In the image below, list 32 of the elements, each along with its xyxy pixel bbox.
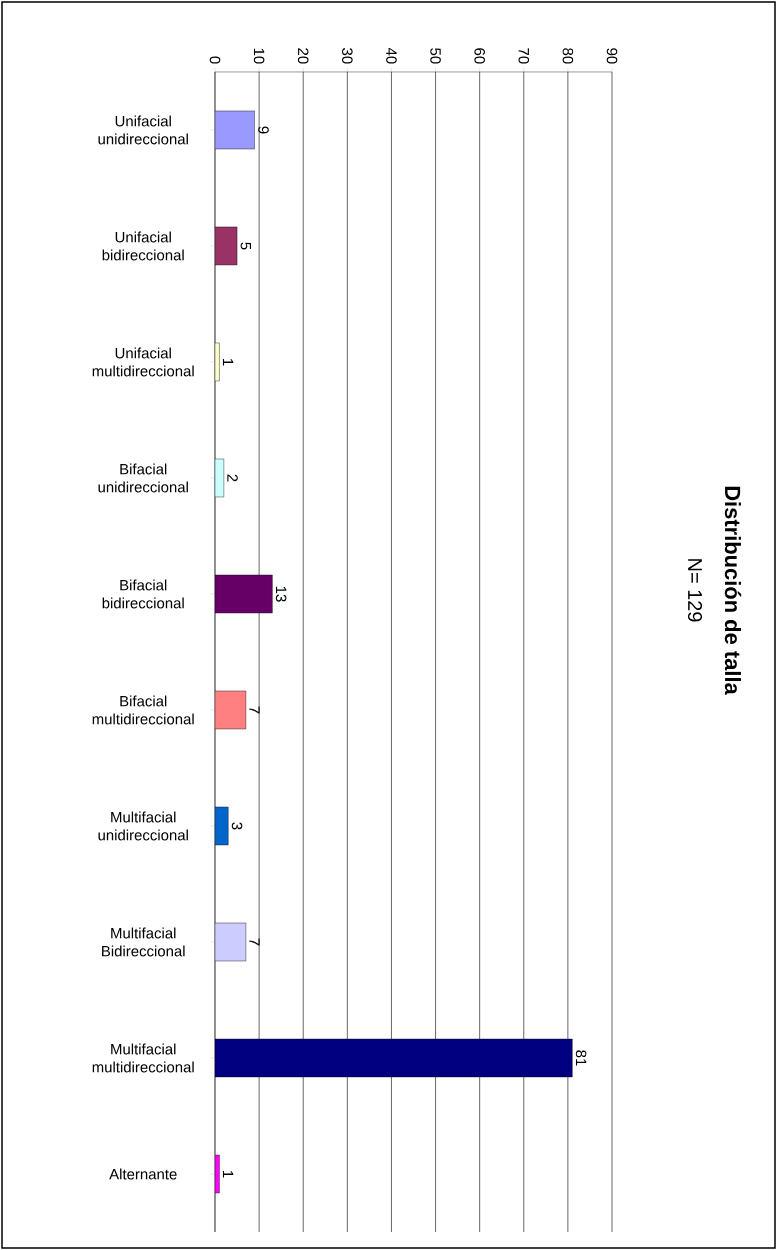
data-label: 7 [249,706,260,714]
x-tick-label: 40 [386,47,397,64]
y-tick-label: Bifacial multidireccional [92,695,194,725]
y-tick-label: Unifacial bidireccional [102,231,184,261]
x-tick-label: 0 [209,56,221,64]
text: N= 129 [687,559,703,622]
y-tick-label: Multifacial unidireccional [98,811,188,841]
y-tick-label: Alternante [109,1168,177,1180]
data-label: 2 [227,474,238,482]
x-tick-label: 80 [562,48,574,64]
y-tick-label: Unifacial multidireccional [92,347,194,377]
text: Distribución de talla [724,486,742,695]
data-label: 1 [222,1170,234,1178]
y-tick-label: Bifacial unidireccional [98,463,188,493]
data-label: 1 [222,358,234,366]
data-label: 13 [275,586,287,602]
x-tick-label: 50 [430,48,441,64]
y-tick-label: Multifacial Bidireccional [102,927,185,957]
x-tick-label: 30 [342,48,353,64]
y-tick-label: Multifacial multidireccional [92,1043,194,1073]
data-label: 9 [258,126,269,134]
y-tick-label: Bifacial bidireccional [102,579,184,609]
x-tick-label: 90 [606,48,618,64]
data-label: 7 [249,938,260,946]
x-tick-label: 10 [253,48,265,64]
data-label: 81 [575,1050,587,1066]
x-tick-label: 20 [297,48,309,64]
x-tick-label: 60 [474,48,485,64]
x-tick-label: 70 [518,48,530,64]
y-tick-label: Unifacial unidireccional [98,115,188,145]
data-label: 3 [231,822,243,830]
data-label: 5 [240,242,251,250]
